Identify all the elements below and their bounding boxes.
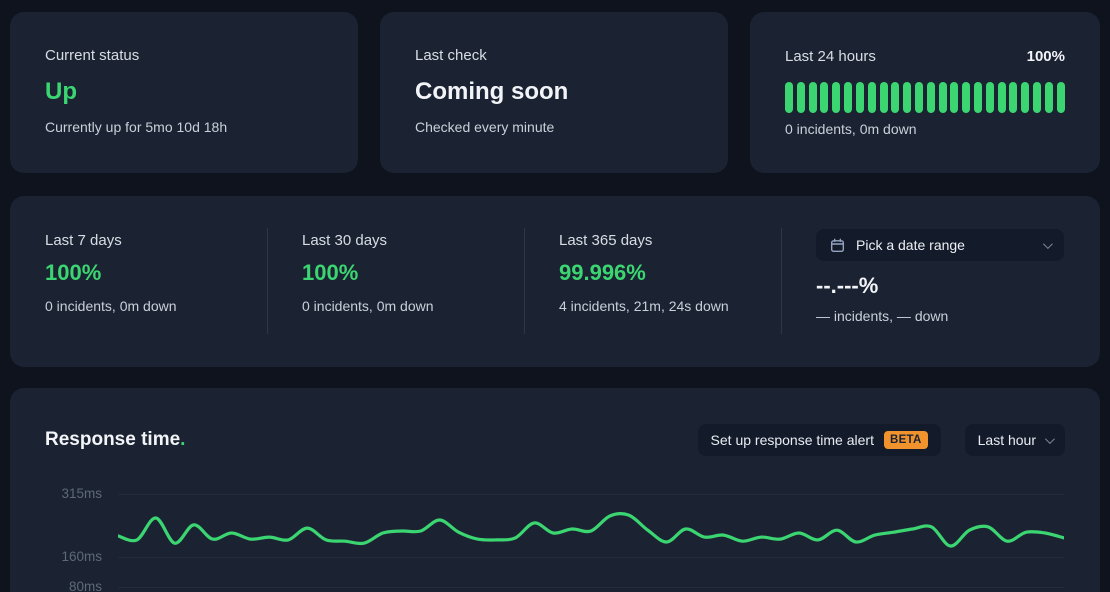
last-check-card: Last check Coming soon Checked every min…	[380, 12, 728, 173]
uptime-hour-bar[interactable]	[1021, 82, 1030, 113]
uptime-hour-bar[interactable]	[855, 82, 864, 113]
chevron-down-icon	[1042, 238, 1053, 249]
response-time-chart[interactable]	[118, 480, 1064, 592]
gridline-160ms	[118, 557, 1064, 558]
current-status-subtext: Currently up for 5mo 10d 18h	[45, 119, 228, 135]
current-status-card: Current status Up Currently up for 5mo 1…	[10, 12, 358, 173]
uptime-30d-label: Last 30 days	[302, 232, 388, 249]
uptime-365d-subtext: 4 incidents, 21m, 24s down	[559, 298, 729, 314]
time-range-dropdown[interactable]: Last hour	[964, 424, 1065, 456]
last-24h-subtext: 0 incidents, 0m down	[785, 121, 917, 137]
uptime-hour-bar[interactable]	[926, 82, 935, 113]
last-check-value: Coming soon	[415, 78, 569, 105]
uptime-hour-bar[interactable]	[962, 82, 971, 113]
uptime-hour-bar[interactable]	[1033, 82, 1042, 113]
uptime-col-custom-range: Pick a date range --.---% — incidents, —…	[781, 196, 1100, 367]
y-tick-160ms: 160ms	[61, 549, 102, 564]
gridline-315ms	[118, 494, 1064, 495]
calendar-icon	[830, 238, 845, 252]
uptime-30d-value: 100%	[302, 260, 359, 285]
setup-response-time-alert-button[interactable]: Set up response time alert BETA	[697, 424, 941, 456]
time-range-label: Last hour	[977, 432, 1036, 448]
uptime-365d-value: 99.996%	[559, 260, 646, 285]
uptime-custom-value: --.---%	[816, 273, 879, 298]
title-dot: .	[180, 429, 186, 450]
uptime-hour-bar[interactable]	[950, 82, 959, 113]
current-status-label: Current status	[45, 47, 140, 64]
uptime-hour-bar[interactable]	[1044, 82, 1053, 113]
uptime-hour-bar[interactable]	[891, 82, 900, 113]
uptime-hour-bar[interactable]	[808, 82, 817, 113]
last-24h-percent: 100%	[1026, 48, 1065, 65]
beta-badge: BETA	[883, 431, 928, 449]
date-range-picker-label: Pick a date range	[856, 237, 965, 253]
current-status-value: Up	[45, 78, 77, 105]
chevron-down-icon	[1044, 433, 1055, 444]
uptime-365d-label: Last 365 days	[559, 232, 653, 249]
response-time-card: Response time. Set up response time aler…	[10, 388, 1100, 592]
last-24-hours-card: Last 24 hours 100% 0 incidents, 0m down	[750, 12, 1100, 173]
uptime-col-30-days: Last 30 days 100% 0 incidents, 0m down	[267, 196, 524, 367]
uptime-hour-bar[interactable]	[796, 82, 805, 113]
uptime-hour-bar[interactable]	[785, 82, 793, 113]
uptime-col-365-days: Last 365 days 99.996% 4 incidents, 21m, …	[524, 196, 781, 367]
y-tick-80ms: 80ms	[68, 579, 102, 592]
uptime-hour-bar[interactable]	[867, 82, 876, 113]
last-check-label: Last check	[415, 47, 487, 64]
uptime-hour-bar[interactable]	[974, 82, 982, 113]
alert-button-label: Set up response time alert	[710, 432, 874, 448]
uptime-7d-value: 100%	[45, 260, 102, 285]
uptime-hour-bar[interactable]	[997, 82, 1006, 113]
uptime-col-7-days: Last 7 days 100% 0 incidents, 0m down	[10, 196, 267, 367]
uptime-hour-bar[interactable]	[844, 82, 853, 113]
uptime-7d-label: Last 7 days	[45, 232, 122, 249]
uptime-hour-bar[interactable]	[1056, 82, 1065, 113]
response-time-title: Response time.	[45, 429, 186, 450]
uptime-custom-subtext: — incidents, — down	[816, 308, 949, 324]
y-tick-315ms: 315ms	[61, 486, 102, 501]
uptime-30d-subtext: 0 incidents, 0m down	[302, 298, 434, 314]
uptime-hour-bar[interactable]	[914, 82, 923, 113]
uptime-7d-subtext: 0 incidents, 0m down	[45, 298, 177, 314]
response-time-line	[118, 512, 1064, 548]
uptime-hour-bar[interactable]	[985, 82, 994, 113]
uptime-hour-bar[interactable]	[879, 82, 888, 113]
last-24h-label: Last 24 hours	[785, 48, 876, 65]
date-range-picker-button[interactable]: Pick a date range	[816, 229, 1064, 261]
uptime-bars	[785, 82, 1065, 113]
uptime-hour-bar[interactable]	[832, 82, 841, 113]
uptime-hour-bar[interactable]	[903, 82, 912, 113]
gridline-80ms	[118, 587, 1064, 588]
last-check-subtext: Checked every minute	[415, 119, 555, 135]
uptime-hour-bar[interactable]	[938, 82, 947, 113]
uptime-summary-card: Last 7 days 100% 0 incidents, 0m down La…	[10, 196, 1100, 367]
uptime-hour-bar[interactable]	[1009, 82, 1018, 113]
uptime-hour-bar[interactable]	[820, 82, 829, 113]
